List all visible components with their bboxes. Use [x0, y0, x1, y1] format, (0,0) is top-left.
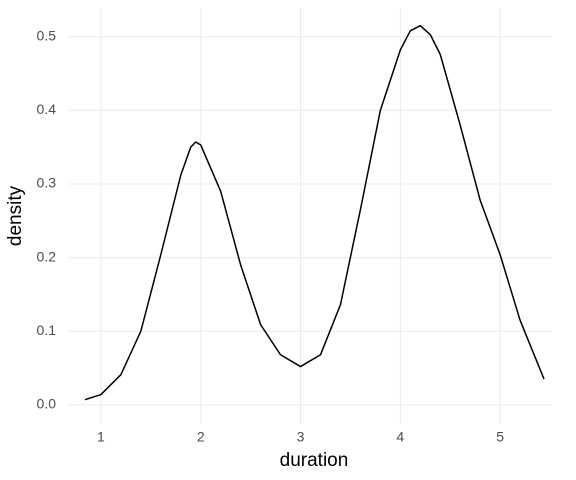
y-tick-label: 0.5 — [37, 27, 57, 43]
y-tick-label: 0.0 — [37, 396, 57, 412]
y-tick-label: 0.4 — [37, 101, 57, 117]
x-tick-label: 1 — [97, 429, 105, 445]
x-axis-title: duration — [280, 450, 349, 471]
x-tick-label: 4 — [396, 429, 404, 445]
y-tick-label: 0.3 — [37, 175, 57, 191]
density-line — [84, 24, 545, 401]
y-tick-label: 0.1 — [37, 322, 57, 338]
y-tick-label: 0.2 — [37, 248, 57, 264]
x-tick-label: 5 — [496, 429, 504, 445]
x-tick-label: 2 — [197, 429, 205, 445]
y-axis-title: density — [5, 185, 26, 246]
x-tick-label: 3 — [297, 429, 305, 445]
